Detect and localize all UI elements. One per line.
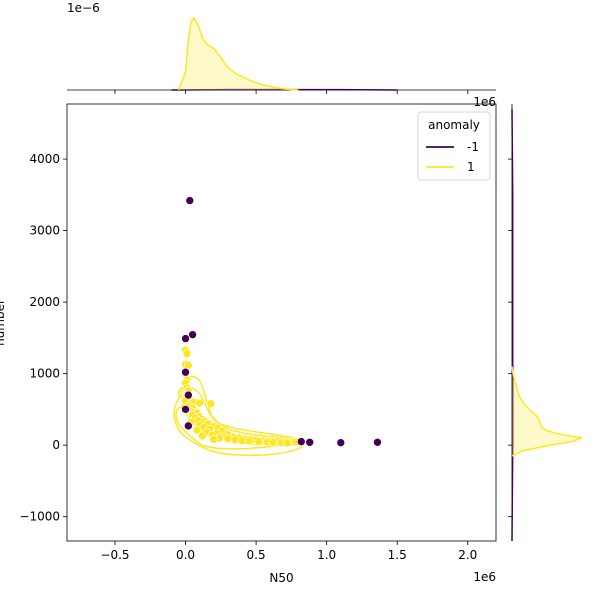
- y-tick-label: −1000: [19, 510, 60, 524]
- top-marginal: 1e−6 1e6: [67, 1, 496, 109]
- y-tick-label: 0: [52, 438, 60, 452]
- right-marginal: [508, 104, 583, 542]
- scatter-point-anomaly-1: [195, 398, 204, 408]
- right-marginal-ticks: [508, 158, 512, 518]
- main-axes-frame: [66, 103, 497, 542]
- scatter-point-anomaly-1: [206, 399, 216, 408]
- legend-title: anomaly: [428, 118, 480, 132]
- scatter-point-anomaly-minus-1: [181, 367, 190, 377]
- scatter-point-anomaly-1: [198, 431, 207, 441]
- x-axis-ticks: −0.5 0.0 0.5 1.0 1.5 2.0: [100, 541, 477, 562]
- scatter-point-anomaly-minus-1: [296, 437, 306, 446]
- scatter-points: [181, 196, 382, 448]
- scatter-point-anomaly-1: [230, 435, 240, 445]
- scatter-point-anomaly-1: [184, 360, 193, 370]
- x-tick-label: 1.5: [388, 548, 407, 562]
- x-tick-label: 1.0: [317, 548, 336, 562]
- scatter-point-anomaly-minus-1: [184, 390, 193, 400]
- y-tick-label: 3000: [29, 224, 60, 238]
- scatter-point-anomaly-minus-1: [336, 438, 346, 447]
- top-marginal-ticks: [114, 90, 469, 94]
- scatter-point-anomaly-1: [254, 437, 264, 446]
- y-axis-label: number: [0, 299, 7, 346]
- scatter-point-anomaly-minus-1: [181, 334, 190, 343]
- scatter-point-anomaly-minus-1: [181, 405, 190, 414]
- y-tick-label: 4000: [29, 152, 60, 166]
- x-axis-label: N50: [269, 571, 293, 585]
- x-tick-label: 0.5: [247, 548, 266, 562]
- top-marginal-kde: [171, 16, 398, 91]
- scatter-point-anomaly-minus-1: [305, 437, 315, 447]
- scatter-point-anomaly-minus-1: [373, 437, 382, 447]
- x-tick-label: −0.5: [100, 548, 129, 562]
- x-tick-label: 2.0: [458, 548, 477, 562]
- scatter-point-anomaly-1: [268, 437, 278, 447]
- scatter-point-anomaly-1: [223, 434, 233, 444]
- y-axis-ticks: −1000 0 1000 2000 3000 4000: [19, 152, 67, 524]
- top-marginal-x-offset-text: 1e6: [473, 95, 496, 109]
- scatter-point-anomaly-1: [282, 438, 292, 448]
- right-marginal-kde: [511, 109, 583, 542]
- top-marginal-kde-line: [177, 16, 299, 91]
- scatter-point-anomaly-1: [182, 349, 192, 358]
- x-tick-label: 0.0: [176, 548, 195, 562]
- right-marginal-kde-fill: [512, 366, 582, 456]
- right-marginal-kde-line: [511, 366, 583, 457]
- scatter-point-anomaly-minus-1: [184, 421, 193, 431]
- scatter-point-anomaly-1: [244, 436, 254, 446]
- legend-box: [417, 111, 491, 181]
- top-marginal-kde-fill: [178, 18, 299, 90]
- top-marginal-scale-label: 1e−6: [67, 1, 100, 15]
- legend-label-anomaly-1: 1: [467, 160, 475, 174]
- legend-label-anomaly-minus-1: -1: [467, 140, 479, 154]
- scatter-point-anomaly-1: [209, 435, 219, 444]
- x-offset-text-bottom: 1e6: [473, 570, 496, 584]
- y-tick-label: 2000: [29, 295, 60, 309]
- scatter-point-anomaly-minus-1: [185, 196, 195, 205]
- legend: anomaly -1 1: [417, 111, 491, 181]
- right-marginal-kde-line: [511, 109, 514, 542]
- scatter-point-anomaly-minus-1: [188, 330, 197, 339]
- y-tick-label: 1000: [29, 367, 60, 381]
- scatter-point-anomaly-1: [192, 425, 202, 435]
